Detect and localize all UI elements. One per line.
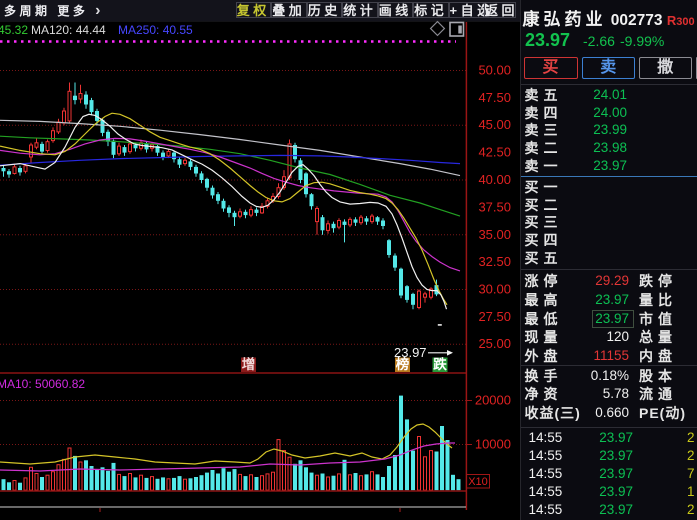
svg-text:45.32: 45.32: [0, 23, 28, 37]
svg-text:MA250: 40.55: MA250: 40.55: [118, 23, 193, 37]
svg-text:47.50: 47.50: [478, 90, 511, 105]
svg-text:37.50: 37.50: [478, 199, 511, 214]
svg-text:MA120: 44.44: MA120: 44.44: [31, 23, 106, 37]
svg-text:榜: 榜: [396, 356, 410, 372]
svg-text:35.00: 35.00: [478, 227, 511, 242]
svg-text:32.50: 32.50: [478, 254, 511, 269]
svg-text:25.00: 25.00: [478, 336, 511, 351]
svg-text:增: 增: [242, 356, 256, 372]
svg-text:30.00: 30.00: [478, 282, 511, 297]
svg-text:MA10: 50060.82: MA10: 50060.82: [0, 377, 85, 391]
svg-text:23.97: 23.97: [394, 345, 427, 360]
svg-text:45.00: 45.00: [478, 117, 511, 132]
svg-text:50.00: 50.00: [478, 63, 511, 78]
svg-text:跌: 跌: [433, 357, 447, 372]
svg-text:20000: 20000: [475, 393, 511, 408]
svg-text:42.50: 42.50: [478, 145, 511, 160]
svg-text:27.50: 27.50: [478, 309, 511, 324]
svg-text:X10: X10: [468, 476, 488, 488]
svg-text:40.00: 40.00: [478, 172, 511, 187]
svg-text:10000: 10000: [475, 437, 511, 452]
